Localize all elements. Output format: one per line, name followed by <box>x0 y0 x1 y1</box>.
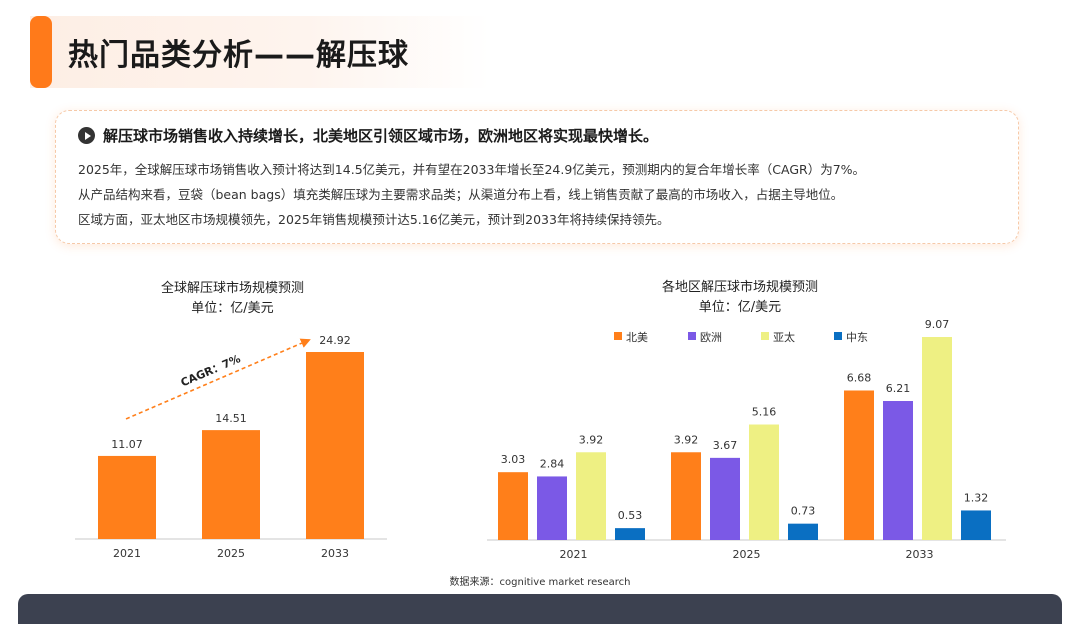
data-label: 11.07 <box>111 438 143 451</box>
legend-swatch <box>688 332 696 340</box>
bar <box>922 337 952 540</box>
data-label: 6.68 <box>847 371 872 384</box>
x-tick-label: 2025 <box>733 548 761 561</box>
data-label: 3.92 <box>674 433 699 446</box>
summary-paragraph: 从产品结构来看，豆袋（bean bags）填充类解压球为主要需求品类；从渠道分布… <box>78 187 844 202</box>
data-label: 3.03 <box>501 453 526 466</box>
play-circle-icon <box>78 127 95 144</box>
data-label: 14.51 <box>215 412 247 425</box>
data-label: 3.92 <box>579 433 604 446</box>
cagr-annotation: CAGR：7% <box>179 352 243 389</box>
data-label: 2.84 <box>540 457 565 470</box>
data-source-note: 数据来源：cognitive market research <box>449 577 631 588</box>
chart-title: 全球解压球市场规模预测 <box>160 281 304 296</box>
data-label: 5.16 <box>752 406 777 419</box>
bar <box>883 401 913 540</box>
summary-headline: 解压球市场销售收入持续增长，北美地区引领区域市场，欧洲地区将实现最快增长。 <box>103 127 659 145</box>
data-label: 1.32 <box>964 491 989 504</box>
x-tick-label: 2021 <box>113 547 141 560</box>
data-label: 0.53 <box>618 509 643 522</box>
bar <box>615 528 645 540</box>
bar <box>749 424 779 540</box>
chart-unit: 单位：亿/美元 <box>698 300 782 315</box>
bar <box>306 352 364 539</box>
headline-row: 解压球市场销售收入持续增长，北美地区引领区域市场，欧洲地区将实现最快增长。 <box>78 125 658 146</box>
legend-swatch <box>761 332 769 340</box>
bar <box>961 510 991 540</box>
legend-label: 欧洲 <box>700 331 722 344</box>
cagr-trend-arrow <box>125 338 311 420</box>
bar <box>710 457 740 540</box>
summary-card: 解压球市场销售收入持续增长，北美地区引领区域市场，欧洲地区将实现最快增长。 20… <box>55 110 1019 244</box>
bar <box>844 390 874 540</box>
bar <box>202 430 260 539</box>
chart-unit: 单位：亿/美元 <box>191 301 274 316</box>
bar <box>671 452 701 540</box>
x-tick-label: 2033 <box>906 548 934 561</box>
bar <box>576 452 606 540</box>
bar <box>98 455 156 539</box>
data-label: 9.07 <box>925 318 950 331</box>
title-banner <box>30 16 490 88</box>
legend-swatch <box>834 332 842 340</box>
x-tick-label: 2021 <box>560 548 588 561</box>
data-label: 0.73 <box>791 505 816 518</box>
legend-label: 中东 <box>846 331 868 344</box>
x-tick-label: 2033 <box>321 547 349 560</box>
page-title: 热门品类分析——解压球 <box>68 38 409 73</box>
legend-swatch <box>614 332 622 340</box>
legend-label: 亚太 <box>773 331 795 344</box>
summary-paragraph: 2025年，全球解压球市场销售收入预计将达到14.5亿美元，并有望在2033年增… <box>78 162 866 177</box>
x-tick-label: 2025 <box>217 547 245 560</box>
data-label: 6.21 <box>886 382 911 395</box>
chart-title: 各地区解压球市场规模预测 <box>661 280 818 295</box>
summary-paragraph: 区域方面，亚太地区市场规模领先，2025年销售规模预计达5.16亿美元，预计到2… <box>78 212 670 227</box>
bar <box>788 523 818 540</box>
title-accent-bar <box>30 16 52 88</box>
bar <box>537 476 567 540</box>
legend-label: 北美 <box>626 331 648 344</box>
data-label: 24.92 <box>319 334 351 347</box>
data-label: 3.67 <box>713 439 738 452</box>
footer-bar <box>18 594 1062 624</box>
bar <box>498 472 528 540</box>
